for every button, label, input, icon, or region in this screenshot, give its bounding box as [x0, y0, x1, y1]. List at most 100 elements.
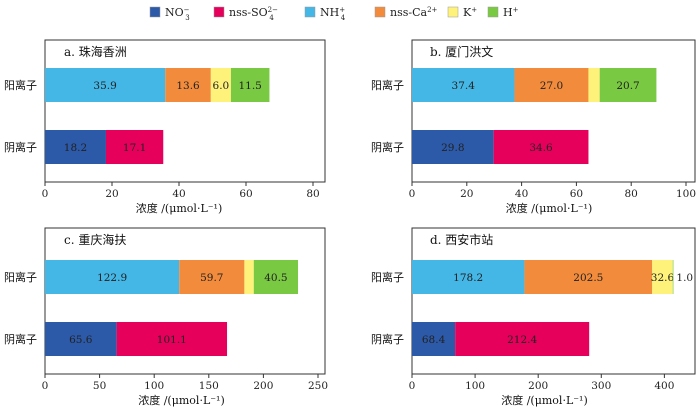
panel-b: b. 厦门洪文阳离子37.427.04.120.7阴离子29.834.60204… — [371, 39, 696, 215]
bar-segment-k — [210, 68, 231, 102]
x-tick-label: 250 — [308, 380, 328, 392]
data-label: 37.4 — [452, 80, 476, 92]
bar-segment-h — [672, 260, 674, 294]
legend-swatch — [487, 6, 499, 18]
bar-segment-no3 — [45, 322, 117, 356]
row-label-anion: 阴离子 — [4, 332, 37, 346]
x-tick-label: 0 — [42, 188, 49, 200]
legend: NO− 3 nss-SO2− 4 NH+ 4 nss-Ca2+ K+ H+ — [149, 6, 519, 22]
legend-swatch — [374, 6, 386, 18]
x-tick-label: 400 — [654, 380, 674, 392]
legend-label-sub: 4 — [341, 14, 346, 22]
legend-swatch — [213, 6, 225, 18]
data-label: 202.5 — [573, 272, 603, 284]
legend-label-sub: 4 — [269, 14, 274, 22]
data-label: 122.9 — [97, 272, 127, 284]
x-tick-label: 80 — [306, 188, 319, 200]
bar-segment-h — [253, 260, 299, 294]
x-tick-label: 100 — [465, 380, 485, 392]
bar-segment-k — [652, 260, 673, 294]
legend-item-nh4: NH+ 4 — [304, 6, 346, 22]
panel-title: a. 珠海香洲 — [64, 44, 127, 59]
bar-segment-h — [599, 68, 657, 102]
bar-segment-nh4 — [45, 260, 180, 294]
data-label: 35.9 — [93, 80, 116, 92]
panel-title: b. 厦门洪文 — [430, 44, 493, 59]
row-label-anion: 阴离子 — [4, 140, 37, 154]
legend-label-sup: + — [513, 6, 519, 14]
x-axis-label: 浓度 /(μmol·L⁻¹) — [501, 393, 588, 407]
x-tick-label: 0 — [42, 380, 49, 392]
legend-label: H+ — [503, 6, 519, 19]
data-label: 13.6 — [176, 80, 200, 92]
data-label: 65.6 — [69, 334, 93, 346]
data-label: 68.4 — [422, 334, 446, 346]
x-tick-label: 20 — [105, 188, 118, 200]
x-tick-label: 50 — [93, 380, 106, 392]
x-tick-label: 60 — [239, 188, 252, 200]
bar-segment-nh4 — [412, 260, 525, 294]
bar-segment-no3 — [412, 130, 494, 164]
bar-segment-so4 — [493, 130, 589, 164]
bar-segment-no3 — [45, 130, 106, 164]
data-label: 17.1 — [123, 142, 146, 154]
bar-segment-nh4 — [45, 68, 166, 102]
x-tick-label: 0 — [409, 188, 416, 200]
legend-label: NH+ 4 — [320, 6, 346, 22]
legend-swatch — [149, 6, 161, 18]
legend-item-h: H+ — [487, 6, 519, 19]
x-tick-label: 200 — [528, 380, 548, 392]
bar-segment-ca — [524, 260, 653, 294]
data-label: 6.0 — [213, 80, 230, 92]
plot-frame — [411, 227, 696, 375]
x-tick-label: 80 — [625, 188, 638, 200]
legend-label-sup: − — [184, 6, 190, 14]
legend-label: NO− 3 — [165, 6, 190, 22]
data-label: 18.2 — [64, 142, 87, 154]
x-tick-label: 100 — [144, 380, 164, 392]
bar-segment-no3 — [412, 322, 456, 356]
legend-label: K+ — [463, 6, 477, 19]
x-tick-label: 40 — [172, 188, 185, 200]
legend-item-ca: nss-Ca2+ — [374, 6, 438, 19]
row-label-cation: 阳离子 — [4, 270, 37, 284]
legend-label-sup: 2+ — [427, 6, 437, 14]
x-tick-label: 150 — [199, 380, 219, 392]
data-label: 40.5 — [264, 272, 287, 284]
row-label-cation: 阳离子 — [371, 78, 404, 92]
legend-label: nss-Ca2+ — [390, 6, 438, 19]
x-tick-label: 200 — [253, 380, 273, 392]
bar-segment-so4 — [116, 322, 228, 356]
data-label: 32.6 — [651, 272, 675, 284]
row-label-cation: 阳离子 — [4, 78, 37, 92]
plot-frame — [44, 227, 326, 375]
panel-title: c. 重庆海扶 — [64, 232, 126, 247]
legend-label-sup: + — [471, 6, 477, 14]
legend-label-sub: 3 — [185, 14, 189, 22]
bar-segment-ca — [514, 68, 589, 102]
data-label: 34.6 — [529, 142, 553, 154]
x-axis-label: 浓度 /(μmol·L⁻¹) — [506, 201, 593, 215]
legend-label-sup: + — [339, 6, 345, 14]
data-label: 11.5 — [238, 80, 261, 92]
legend-swatch — [304, 6, 316, 18]
x-tick-label: 60 — [570, 188, 583, 200]
data-label: 178.2 — [453, 272, 483, 284]
legend-label: nss-SO2− 4 — [229, 6, 278, 22]
bar-segment-ca — [165, 68, 211, 102]
data-label: 59.7 — [200, 272, 223, 284]
x-tick-label: 100 — [676, 188, 696, 200]
legend-label-sup: 2− — [268, 6, 278, 14]
row-label-anion: 阴离子 — [371, 332, 404, 346]
panel-title: d. 西安市站 — [430, 232, 493, 247]
x-tick-label: 300 — [591, 380, 611, 392]
plot-frame — [44, 39, 326, 183]
legend-item-so4: nss-SO2− 4 — [213, 6, 278, 22]
legend-item-k: K+ — [447, 6, 477, 19]
x-tick-label: 20 — [460, 188, 473, 200]
bar-segment-nh4 — [412, 68, 515, 102]
x-tick-label: 40 — [515, 188, 528, 200]
